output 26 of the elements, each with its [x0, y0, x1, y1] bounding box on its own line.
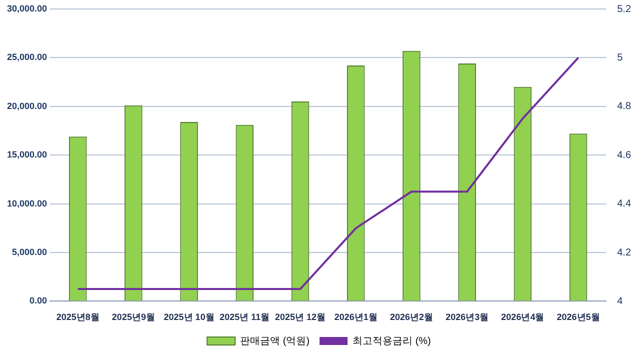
x-tick-label: 2026년2월 — [390, 312, 433, 322]
x-tick-label: 2026년3월 — [446, 312, 489, 322]
x-tick-label: 2026년5월 — [556, 312, 600, 322]
y-tick-label: 15,000.00 — [6, 150, 48, 160]
y-tick-label: 0.00 — [30, 296, 48, 306]
y-tick-label: 25,000.00 — [6, 52, 48, 62]
legend-label: 최고적용금리 (%) — [352, 336, 431, 347]
y-tick-label: 30,000.00 — [6, 3, 48, 14]
y2-tick-label: 5 — [617, 52, 624, 64]
x-tick-label: 2026년4월 — [501, 312, 544, 322]
y2-tick-label: 5.2 — [617, 4, 632, 15]
y-tick-label: 20,000.00 — [6, 100, 48, 111]
y2-tick-label: 4.4 — [617, 198, 632, 210]
y2-tick-label: 4.2 — [617, 247, 632, 258]
x-tick-label: 2025년 11월 — [220, 312, 270, 322]
y2-tick-label: 4.8 — [617, 101, 632, 112]
y2-tick-label: 4 — [617, 296, 624, 307]
x-tick-label: 2025년8월 — [56, 312, 100, 322]
legend-label: 판매금액 (억원) — [240, 336, 310, 347]
x-tick-label: 2026년1월 — [334, 312, 378, 322]
y2-tick-label: 4.6 — [617, 150, 632, 161]
x-tick-label: 2025년 10월 — [164, 312, 214, 322]
x-tick-label: 2025년9월 — [112, 312, 155, 322]
y-tick-label: 5,000.00 — [12, 246, 48, 257]
y-tick-label: 10,000.00 — [6, 198, 48, 208]
x-tick-label: 2025년 12월 — [274, 312, 326, 322]
